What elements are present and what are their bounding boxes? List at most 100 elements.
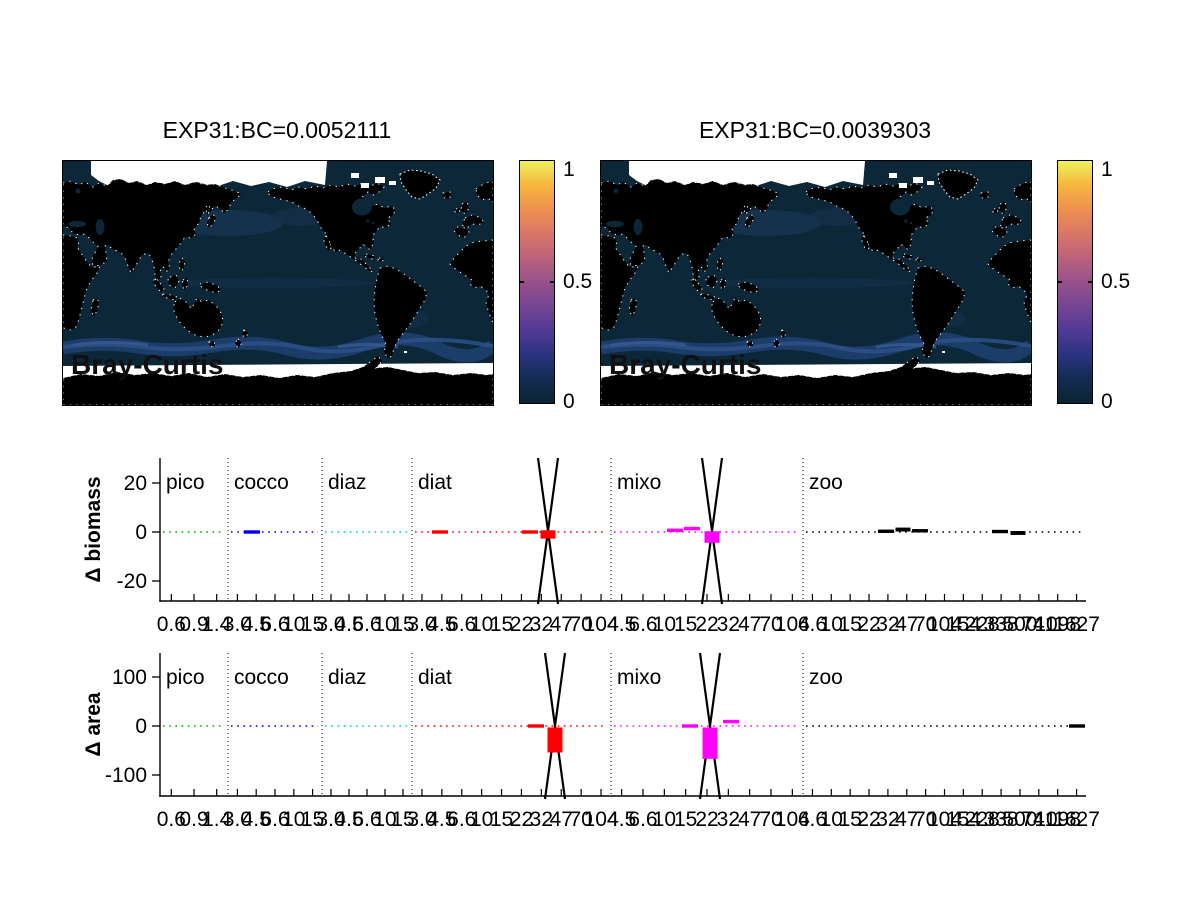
group-label-diaz: diaz bbox=[328, 666, 367, 689]
y-tick-label: 100 bbox=[112, 666, 147, 689]
group-label-pico: pico bbox=[166, 666, 205, 689]
size-tick-label: 15 bbox=[838, 808, 861, 831]
colorbar-1-tick-0: 0 bbox=[563, 390, 575, 413]
box-mark bbox=[704, 531, 720, 543]
size-tick-label: 22 bbox=[695, 613, 718, 636]
size-tick-label: 70 bbox=[759, 613, 782, 636]
size-tick-label: 10 bbox=[373, 808, 396, 831]
map-2-overlay-label: Bray-Curtis bbox=[609, 349, 762, 380]
group-label-diat: diat bbox=[418, 471, 452, 494]
notch-whisker bbox=[543, 652, 567, 800]
size-tick-label: 104 bbox=[584, 808, 619, 831]
median-mark bbox=[682, 724, 698, 728]
size-tick-label: 47 bbox=[738, 613, 761, 636]
size-tick-label: 47 bbox=[895, 613, 918, 636]
size-tick-label: 4.5 bbox=[427, 808, 456, 831]
y-tick-label: -100 bbox=[105, 764, 147, 787]
notch-whisker bbox=[536, 457, 560, 605]
group-label-cocco: cocco bbox=[234, 666, 289, 689]
size-tick-label: 228 bbox=[965, 613, 1000, 636]
size-tick-label: 104 bbox=[927, 808, 962, 831]
colorbar-2 bbox=[1057, 160, 1093, 404]
size-tick-label: 6.6 bbox=[352, 613, 381, 636]
size-tick-label: 3.0 bbox=[316, 808, 345, 831]
group-label-mixo: mixo bbox=[617, 666, 661, 689]
size-tick-label: 6.6 bbox=[260, 613, 289, 636]
size-tick-label: 154 bbox=[946, 613, 981, 636]
size-tick-label: 0.6 bbox=[157, 613, 186, 636]
notch-whisker bbox=[698, 652, 722, 800]
size-tick-label: 10 bbox=[470, 613, 493, 636]
median-mark bbox=[432, 530, 448, 534]
size-tick-label: 10 bbox=[820, 808, 843, 831]
median-mark bbox=[684, 526, 700, 531]
size-tick-label: 10 bbox=[470, 808, 493, 831]
size-tick-label: 15 bbox=[674, 808, 697, 831]
colorbar-1-tick-05: 0.5 bbox=[563, 270, 593, 293]
colorbar-2-midtick-right bbox=[1088, 281, 1093, 283]
notch-whisker bbox=[700, 457, 724, 605]
group-label-diaz: diaz bbox=[328, 471, 367, 494]
size-tick-label: 6.6 bbox=[447, 613, 476, 636]
size-tick-label: 6.6 bbox=[352, 808, 381, 831]
size-tick-label: 741 bbox=[1021, 613, 1056, 636]
box-mark bbox=[547, 727, 563, 753]
size-tick-label: 3.0 bbox=[316, 613, 345, 636]
size-tick-label: 6.6 bbox=[260, 808, 289, 831]
size-tick-label: 338 bbox=[984, 613, 1019, 636]
colorbar-1-midtick-left bbox=[519, 281, 524, 283]
size-tick-label: 3.0 bbox=[407, 613, 436, 636]
median-mark bbox=[723, 719, 739, 724]
size-tick-label: 70 bbox=[914, 808, 937, 831]
size-tick-label: 1.4 bbox=[202, 808, 232, 831]
size-tick-label: 4.5 bbox=[607, 808, 636, 831]
group-label-cocco: cocco bbox=[234, 471, 289, 494]
size-tick-label: 22 bbox=[510, 613, 533, 636]
map-1-overlay-label: Bray-Curtis bbox=[71, 349, 224, 380]
map-1: Bray-Curtis bbox=[62, 160, 494, 406]
size-tick-label: 10 bbox=[373, 613, 396, 636]
size-tick-label: 500 bbox=[1002, 808, 1037, 831]
size-tick-label: 47 bbox=[550, 808, 573, 831]
size-tick-label: 32 bbox=[717, 808, 740, 831]
colorbar-1 bbox=[519, 160, 555, 404]
y-tick-label: -20 bbox=[117, 570, 147, 593]
colorbar-1-midtick-right bbox=[550, 281, 555, 283]
size-tick-label: 70 bbox=[569, 613, 592, 636]
size-tick-label: 15 bbox=[391, 808, 414, 831]
size-tick-label: 47 bbox=[550, 613, 573, 636]
median-mark bbox=[244, 530, 260, 534]
notch-whisker bbox=[536, 457, 560, 605]
size-tick-label: 4.5 bbox=[242, 613, 271, 636]
size-tick-label: 104 bbox=[775, 613, 810, 636]
median-mark bbox=[992, 529, 1008, 534]
size-tick-label: 15 bbox=[301, 613, 324, 636]
size-tick-label: 10 bbox=[282, 808, 305, 831]
size-tick-label: 22 bbox=[857, 808, 880, 831]
y-tick-label: 0 bbox=[135, 715, 147, 738]
group-label-zoo: zoo bbox=[809, 471, 843, 494]
colorbar-2-tick-1: 1 bbox=[1101, 158, 1113, 181]
size-tick-label: 6.6 bbox=[628, 613, 657, 636]
size-tick-label: 15 bbox=[301, 808, 324, 831]
size-tick-label: 6.6 bbox=[628, 808, 657, 831]
size-tick-label: 22 bbox=[510, 808, 533, 831]
size-tick-label: 10 bbox=[282, 613, 305, 636]
size-tick-label: 104 bbox=[927, 613, 962, 636]
size-tick-label: 47 bbox=[738, 808, 761, 831]
y-tick-label: 20 bbox=[124, 472, 147, 495]
size-tick-label: 500 bbox=[1002, 613, 1037, 636]
map-1-title: EXP31:BC=0.0052111 bbox=[162, 117, 392, 143]
size-tick-label: 4.5 bbox=[242, 808, 271, 831]
size-tick-label: 1627 bbox=[1053, 613, 1100, 636]
delta-biomass-panel: 200-20Δ biomass pico0.60.91.4cocco3.04.56… bbox=[82, 457, 1100, 636]
size-tick-label: 10 bbox=[653, 613, 676, 636]
median-mark bbox=[878, 529, 894, 533]
y-tick-label: 0 bbox=[135, 521, 147, 544]
size-tick-label: 104 bbox=[775, 808, 810, 831]
map-2-title: EXP31:BC=0.0039303 bbox=[698, 117, 932, 143]
colorbar-2-tick-05: 0.5 bbox=[1101, 270, 1131, 293]
size-tick-label: 32 bbox=[530, 613, 553, 636]
size-tick-label: 15 bbox=[674, 613, 697, 636]
